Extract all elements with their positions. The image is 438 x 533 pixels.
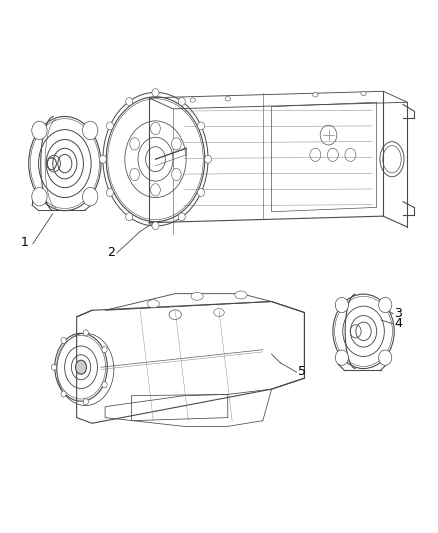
Ellipse shape	[83, 330, 88, 336]
Ellipse shape	[76, 360, 86, 374]
Ellipse shape	[198, 189, 205, 197]
Ellipse shape	[106, 122, 113, 130]
Ellipse shape	[205, 155, 212, 163]
Ellipse shape	[313, 93, 318, 97]
Ellipse shape	[32, 121, 47, 140]
Ellipse shape	[235, 291, 247, 299]
Ellipse shape	[336, 350, 349, 365]
Ellipse shape	[130, 138, 139, 150]
Ellipse shape	[99, 155, 106, 163]
Ellipse shape	[198, 122, 205, 130]
Ellipse shape	[126, 98, 133, 106]
Ellipse shape	[378, 350, 392, 365]
Ellipse shape	[152, 222, 159, 230]
Ellipse shape	[32, 188, 47, 206]
Ellipse shape	[102, 382, 107, 388]
Text: 5: 5	[298, 365, 306, 378]
Text: 3: 3	[394, 307, 402, 320]
Ellipse shape	[191, 292, 203, 300]
Text: 1: 1	[21, 236, 29, 249]
Ellipse shape	[190, 98, 195, 102]
Ellipse shape	[152, 88, 159, 96]
Ellipse shape	[361, 91, 366, 96]
Ellipse shape	[151, 184, 160, 196]
Ellipse shape	[178, 213, 185, 221]
Ellipse shape	[82, 188, 98, 206]
Ellipse shape	[336, 297, 349, 313]
Ellipse shape	[178, 98, 185, 106]
Text: 2: 2	[107, 246, 115, 259]
Ellipse shape	[51, 364, 57, 370]
Ellipse shape	[151, 123, 160, 135]
Ellipse shape	[126, 213, 133, 221]
Ellipse shape	[61, 391, 66, 397]
Ellipse shape	[172, 138, 181, 150]
Text: 4: 4	[394, 317, 402, 330]
Ellipse shape	[172, 168, 181, 181]
Ellipse shape	[83, 399, 88, 405]
Ellipse shape	[130, 168, 139, 181]
Ellipse shape	[82, 121, 98, 140]
Ellipse shape	[225, 96, 230, 101]
Ellipse shape	[102, 346, 107, 353]
Ellipse shape	[378, 297, 392, 313]
Ellipse shape	[147, 300, 159, 308]
Ellipse shape	[61, 337, 66, 343]
Ellipse shape	[106, 189, 113, 197]
